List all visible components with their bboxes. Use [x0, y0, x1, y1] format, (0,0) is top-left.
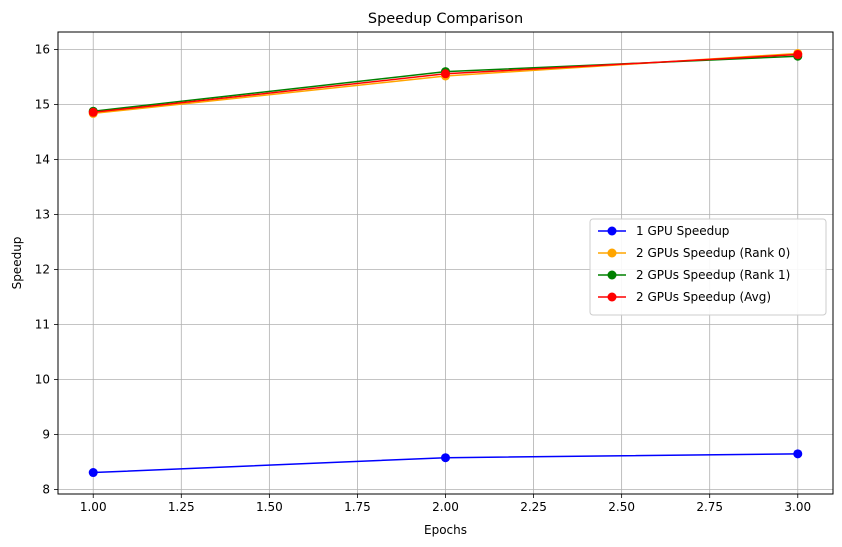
- data-point: [88, 468, 98, 478]
- y-tick-label: 8: [42, 483, 50, 497]
- data-point: [441, 69, 450, 79]
- legend-entry: 2 GPUs Speedup (Rank 0): [636, 246, 790, 260]
- legend-marker: [607, 270, 617, 280]
- x-axis-label: Epochs: [424, 523, 467, 537]
- y-tick-label: 11: [35, 318, 50, 332]
- y-tick-label: 16: [35, 43, 50, 57]
- y-tick-label: 13: [35, 208, 50, 222]
- chart-title: Speedup Comparison: [368, 11, 523, 27]
- legend-box: [589, 218, 827, 316]
- data-point: [441, 453, 450, 463]
- series: [88, 48, 803, 478]
- x-tick-label: 1.75: [344, 500, 371, 514]
- x-tick-label: 3.00: [784, 500, 811, 514]
- legend-marker: [607, 248, 617, 258]
- x-tick-label: 2.25: [520, 500, 547, 514]
- data-point: [793, 50, 803, 60]
- axis-ticks: 1.00 1.25 1.50 1.75 2.00 2.25 2.50 2.75 3.00 8 9 10…: [35, 43, 811, 514]
- data-point: [88, 107, 98, 117]
- y-axis-label: Speedup: [10, 237, 24, 290]
- y-tick-label: 9: [42, 428, 50, 442]
- legend-marker: [607, 292, 617, 302]
- y-tick-label: 15: [35, 98, 50, 112]
- legend: 1 GPU Speedup 2 GPUs Speedup (Rank 0) 2 GP…: [589, 218, 827, 316]
- legend-entry: 1 GPU Speedup: [636, 224, 729, 238]
- y-tick-label: 10: [35, 373, 50, 387]
- x-tick-label: 2.75: [696, 500, 723, 514]
- legend-entry: 2 GPUs Speedup (Rank 1): [636, 268, 790, 282]
- legend-marker: [607, 226, 617, 236]
- x-tick-label: 2.50: [608, 500, 635, 514]
- data-point: [793, 449, 803, 459]
- x-tick-label: 2.00: [432, 500, 459, 514]
- x-tick-label: 1.00: [80, 500, 107, 514]
- y-tick-label: 14: [35, 153, 50, 167]
- y-tick-label: 12: [35, 263, 50, 277]
- x-tick-label: 1.25: [168, 500, 195, 514]
- legend-entry: 2 GPUs Speedup (Avg): [636, 290, 771, 304]
- x-tick-label: 1.50: [256, 500, 283, 514]
